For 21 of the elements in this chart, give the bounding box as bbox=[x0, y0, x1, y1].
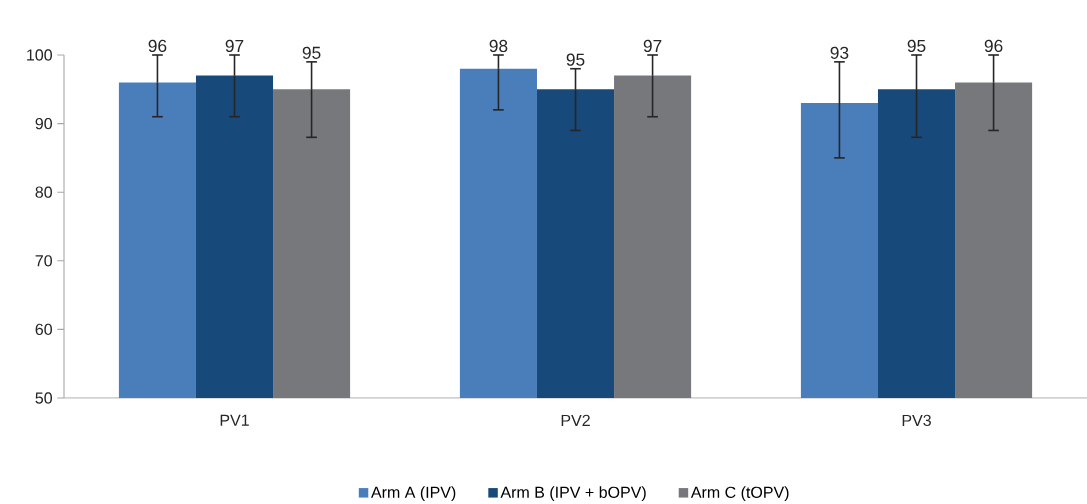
y-tick-label: 70 bbox=[35, 255, 53, 267]
data-label: 95 bbox=[907, 39, 926, 53]
legend-label: Arm C (tOPV) bbox=[690, 486, 789, 502]
y-tick-label: 80 bbox=[35, 186, 53, 198]
x-tick-label: PV1 bbox=[220, 414, 249, 426]
data-label: 98 bbox=[489, 39, 508, 53]
x-tick-label: PV3 bbox=[902, 414, 931, 427]
data-label: 97 bbox=[225, 39, 244, 53]
y-tick-label: 50 bbox=[35, 392, 53, 404]
y-tick-label: 60 bbox=[35, 323, 53, 336]
data-label: 96 bbox=[984, 39, 1003, 53]
data-label: 96 bbox=[148, 39, 167, 53]
legend-label: Arm B (IPV + bOPV) bbox=[500, 486, 646, 502]
y-tick-label: 90 bbox=[35, 117, 53, 130]
data-label: 95 bbox=[566, 53, 585, 66]
data-label: 93 bbox=[830, 46, 849, 59]
x-tick-label: PV2 bbox=[561, 414, 590, 426]
y-tick-label: 100 bbox=[27, 49, 52, 61]
data-label: 95 bbox=[302, 46, 321, 59]
data-label: 97 bbox=[643, 39, 662, 53]
legend-label: Arm A (IPV) bbox=[370, 486, 456, 502]
